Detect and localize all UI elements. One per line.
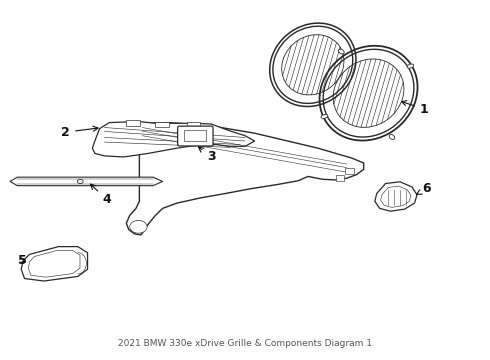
Bar: [184, 130, 206, 141]
Text: 3: 3: [198, 147, 216, 163]
Text: 1: 1: [401, 101, 429, 116]
Polygon shape: [10, 177, 163, 186]
Polygon shape: [21, 247, 88, 281]
Text: 5: 5: [18, 254, 26, 267]
Ellipse shape: [321, 114, 328, 118]
Text: 4: 4: [91, 184, 111, 206]
Bar: [336, 175, 344, 181]
Polygon shape: [126, 123, 364, 235]
Ellipse shape: [407, 64, 414, 68]
Text: 6: 6: [416, 183, 431, 195]
Ellipse shape: [389, 135, 395, 139]
Bar: [126, 121, 140, 126]
Ellipse shape: [339, 49, 344, 54]
Circle shape: [77, 179, 83, 184]
Polygon shape: [375, 182, 417, 211]
Circle shape: [130, 220, 147, 233]
Bar: [345, 168, 354, 174]
FancyBboxPatch shape: [178, 126, 213, 146]
Bar: [155, 122, 169, 127]
Bar: [187, 122, 200, 128]
Text: 2: 2: [61, 126, 98, 139]
Polygon shape: [93, 122, 255, 157]
Text: 2021 BMW 330e xDrive Grille & Components Diagram 1: 2021 BMW 330e xDrive Grille & Components…: [118, 339, 372, 348]
